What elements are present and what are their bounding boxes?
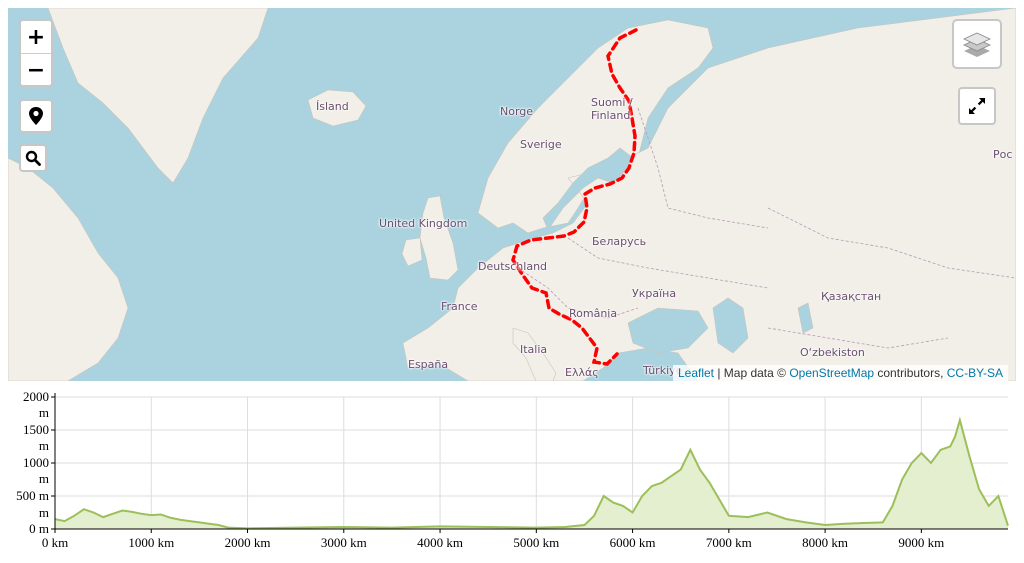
x-tick-label: 0 km (42, 535, 68, 550)
chart-area (54, 416, 1009, 530)
map-label-norge: Norge (500, 105, 534, 118)
map-label-united-kingdom: United Kingdom (379, 217, 468, 230)
map-label-suomi: Suomi / (591, 96, 633, 109)
y-tick-label: 0 m (29, 521, 49, 536)
map-label-ellas: Ελλάς (565, 366, 599, 379)
x-tick-label: 9000 km (898, 535, 944, 550)
y-tick-label: 1500 (23, 422, 49, 437)
map-label-espana: España (408, 358, 449, 371)
search-button[interactable] (19, 144, 47, 172)
y-tick-unit: m (39, 505, 49, 520)
layers-icon (963, 32, 991, 57)
attribution-separator: | Map data © (714, 366, 790, 380)
map-label-kazakhstan: Қазақстан (821, 290, 882, 303)
zoom-out-button[interactable]: − (21, 53, 51, 85)
map-label-deutschland: Deutschland (478, 260, 548, 273)
x-tick-label: 1000 km (128, 535, 174, 550)
route-line (511, 28, 638, 366)
map-label-italia: Italia (520, 343, 548, 356)
y-tick-label: 1000 (23, 455, 49, 470)
map-marker-icon (29, 107, 43, 125)
x-tick-label: 5000 km (513, 535, 559, 550)
zoom-in-button[interactable]: + (26, 24, 46, 50)
attribution-contributors: contributors, (874, 366, 947, 380)
x-tick-label: 4000 km (417, 535, 463, 550)
x-tick-label: 7000 km (706, 535, 752, 550)
x-tick-label: 6000 km (610, 535, 656, 550)
map-label-belarus: Беларусь (592, 235, 647, 248)
x-axis: 0 km 1000 km 2000 km 3000 km 4000 km 5000 km 6… (42, 528, 1008, 550)
search-icon (25, 150, 41, 166)
leaflet-link[interactable]: Leaflet (677, 366, 714, 380)
map-basemap (8, 8, 1016, 381)
map-label-turkiye: Türkiye (643, 364, 683, 377)
chart-grid (55, 396, 1008, 530)
zoom-control: + − (19, 19, 53, 87)
map-attribution: Leaflet | Map data © OpenStreetMap contr… (672, 365, 1008, 381)
map-label-romania: România (569, 307, 618, 320)
fullscreen-icon (969, 98, 985, 114)
y-tick-unit: m (39, 471, 49, 486)
layers-button[interactable] (952, 19, 1002, 69)
x-tick-label: 2000 km (225, 535, 271, 550)
map-label-sverige: Sverige (520, 138, 562, 151)
map-label-island: Ísland (316, 100, 349, 113)
y-tick-unit: m (39, 405, 49, 420)
map-view[interactable]: Ísland Norge Suomi / Finland Sverige Uni… (8, 8, 1016, 381)
y-tick-label: 500 m (16, 488, 49, 503)
locate-button[interactable] (19, 99, 53, 133)
map-label-rossiya: Рос (993, 148, 1013, 161)
map-label-ukraina: Україна (632, 287, 677, 300)
map-label-uzbekistan: O‘zbekiston (800, 346, 865, 359)
elevation-area (55, 420, 1008, 529)
map-label-finland: Finland (591, 109, 631, 122)
x-tick-label: 3000 km (321, 535, 367, 550)
elevation-line (54, 416, 1009, 530)
fullscreen-button[interactable] (958, 87, 996, 125)
osm-link[interactable]: OpenStreetMap (789, 366, 875, 380)
x-tick-label: 8000 km (802, 535, 848, 550)
y-tick-unit: m (39, 438, 49, 453)
y-tick-label: 2000 (23, 389, 49, 404)
license-link[interactable]: CC-BY-SA (946, 366, 1003, 380)
map-label-france: France (441, 300, 478, 313)
